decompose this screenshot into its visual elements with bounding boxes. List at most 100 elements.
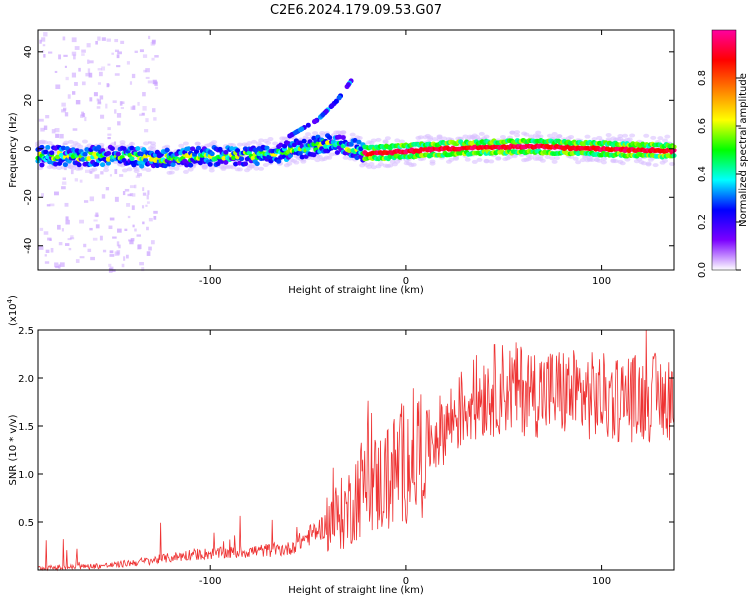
heatmap-noise-mark xyxy=(134,184,137,189)
heatmap-halo-mark xyxy=(568,135,575,140)
heatmap-noise-mark xyxy=(85,72,91,77)
heatmap-ridge-mark xyxy=(291,142,297,148)
heatmap-halo-mark xyxy=(652,163,659,168)
heatmap-ridge-mark xyxy=(45,144,51,150)
heatmap-halo-mark xyxy=(600,160,607,165)
heatmap-noise-mark xyxy=(108,263,112,267)
heatmap-noise-mark xyxy=(125,254,129,259)
heatmap-noise-mark xyxy=(88,72,93,78)
colorbar-tick-label: 0.4 xyxy=(697,166,708,182)
heatmap-halo-mark xyxy=(452,156,459,161)
heatmap-halo-mark xyxy=(398,139,405,144)
heatmap-halo-mark xyxy=(528,155,535,160)
heatmap-noise-mark xyxy=(145,204,148,207)
heatmap-ridge-mark xyxy=(326,135,333,140)
heatmap-noise-mark xyxy=(46,204,51,207)
heatmap-axes: -100 0 100 -40 -20 0 20 40 xyxy=(23,30,674,287)
heatmap-ridge-mark xyxy=(60,145,67,151)
snr-frame xyxy=(37,329,675,571)
heatmap-noise-mark xyxy=(141,205,145,209)
heatmap-halo-mark xyxy=(427,137,434,142)
heatmap-xtick-label: 100 xyxy=(592,276,611,287)
heatmap-halo-mark xyxy=(600,156,607,161)
heatmap-ridge-mark xyxy=(346,148,352,154)
heatmap-halo-mark xyxy=(168,170,175,175)
heatmap-noise-mark xyxy=(142,92,146,97)
heatmap-noise-mark xyxy=(154,55,159,58)
heatmap-ridge-mark xyxy=(170,162,176,168)
heatmap-noise-mark xyxy=(142,106,147,111)
heatmap-noise-mark xyxy=(114,109,117,114)
heatmap-halo-mark xyxy=(410,162,417,167)
heatmap-halo-mark xyxy=(436,135,443,140)
heatmap-noise-mark xyxy=(100,171,104,175)
heatmap-noise-mark xyxy=(105,103,108,109)
heatmap-noise-mark xyxy=(72,91,76,95)
heatmap-halo-mark xyxy=(643,133,650,138)
snr-xtick-label: 0 xyxy=(403,576,409,587)
heatmap-halo-mark xyxy=(483,134,490,139)
heatmap-noise-mark xyxy=(132,224,135,228)
heatmap-halo-mark xyxy=(394,138,401,143)
heatmap-noise-mark xyxy=(117,51,122,55)
heatmap-noise-mark xyxy=(67,94,71,99)
heatmap-halo-mark xyxy=(650,135,657,140)
heatmap-noise-mark xyxy=(64,243,70,246)
heatmap-noise-mark xyxy=(65,76,69,81)
heatmap-halo-mark xyxy=(342,155,349,160)
heatmap-halo-mark xyxy=(556,134,563,139)
heatmap-halo-mark xyxy=(194,141,201,146)
heatmap-ridge-mark xyxy=(197,160,204,166)
heatmap-noise-mark xyxy=(114,73,120,76)
heatmap-noise-mark xyxy=(40,127,45,132)
heatmap-noise-mark xyxy=(59,262,65,267)
heatmap-noise-mark xyxy=(99,95,104,100)
heatmap-halo-mark xyxy=(384,136,391,141)
heatmap-halo-mark xyxy=(208,168,215,173)
heatmap-noise-mark xyxy=(114,49,120,53)
heatmap-noise-mark xyxy=(89,196,95,202)
heatmap-ridge-mark xyxy=(143,157,149,163)
heatmap-branch-mark xyxy=(345,82,351,88)
heatmap-noise-mark xyxy=(39,39,42,44)
heatmap-ridge-mark xyxy=(323,144,329,149)
heatmap-noise-mark xyxy=(109,250,114,254)
heatmap-noise-mark xyxy=(107,127,111,131)
heatmap-ridge-mark xyxy=(276,158,282,164)
heatmap-halo-mark xyxy=(382,139,389,144)
colorbar-tick-label: 0.2 xyxy=(697,214,708,230)
heatmap-noise-mark xyxy=(147,141,152,144)
heatmap-halo-mark xyxy=(544,154,551,159)
heatmap-noise-mark xyxy=(139,261,144,266)
heatmap-halo-mark xyxy=(70,144,77,149)
heatmap-noise-mark xyxy=(41,193,44,198)
heatmap-noise-mark xyxy=(83,243,87,248)
heatmap-ridge-mark xyxy=(236,160,243,166)
heatmap-noise-mark xyxy=(94,174,100,179)
heatmap-noise-mark xyxy=(58,242,63,246)
heatmap-noise-mark xyxy=(137,101,140,106)
heatmap-ridge-mark xyxy=(215,161,221,167)
heatmap-halo-mark xyxy=(312,131,319,136)
heatmap-noise-mark xyxy=(93,219,98,222)
heatmap-noise-mark xyxy=(107,133,112,136)
heatmap-noise-mark xyxy=(43,32,48,37)
snr-plot-area xyxy=(38,330,674,570)
heatmap-noise-mark xyxy=(61,109,66,113)
heatmap-noise-mark xyxy=(141,267,145,272)
heatmap-noise-mark xyxy=(136,234,141,237)
heatmap-noise-mark xyxy=(50,143,55,147)
heatmap-noise-mark xyxy=(155,86,159,90)
heatmap-halo-mark xyxy=(514,133,521,138)
colorbar-label: Normalized spectral amplitude xyxy=(738,73,749,227)
heatmap-marks xyxy=(35,32,677,273)
heatmap-noise-mark xyxy=(153,215,157,220)
heatmap-ridge-mark xyxy=(105,150,112,156)
heatmap-branch-mark xyxy=(336,95,342,101)
heatmap-halo-mark xyxy=(126,167,133,172)
heatmap-ridge-mark xyxy=(311,152,317,158)
heatmap-noise-mark xyxy=(143,69,147,73)
heatmap-halo-mark xyxy=(549,156,556,161)
heatmap-halo-mark xyxy=(211,140,218,145)
heatmap-noise-mark xyxy=(39,227,44,231)
